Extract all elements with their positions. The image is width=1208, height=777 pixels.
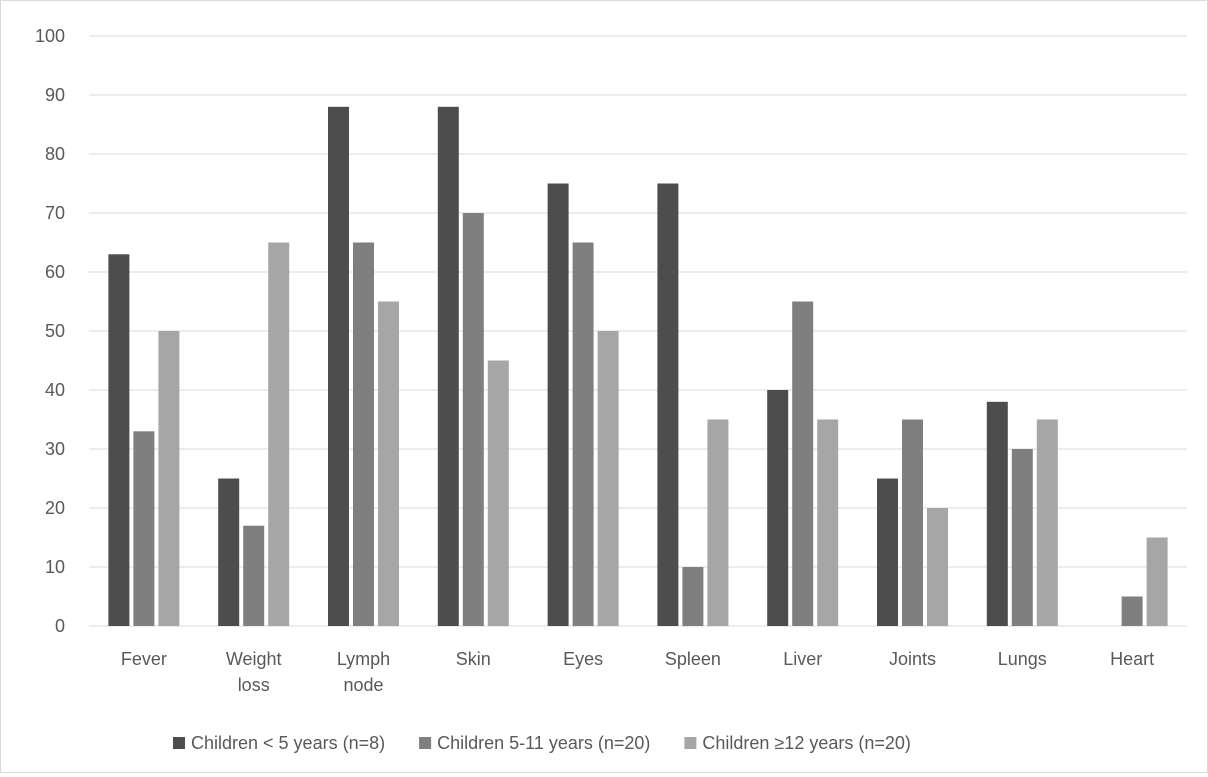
bar — [902, 419, 923, 626]
y-tick-label: 100 — [35, 26, 65, 46]
bar — [547, 183, 569, 626]
bar — [268, 242, 290, 626]
bar — [927, 508, 948, 626]
y-tick-label: 50 — [45, 321, 65, 341]
x-category-label: Lymph — [337, 649, 390, 669]
bar — [1121, 596, 1143, 626]
bar — [1036, 419, 1058, 626]
x-category-label: Fever — [121, 649, 167, 669]
bar — [353, 242, 374, 626]
bar — [218, 478, 240, 626]
y-tick-label: 60 — [45, 262, 65, 282]
y-axis-ticks: 0 10 20 30 40 50 60 70 80 90 100 — [35, 26, 65, 636]
y-tick-label: 40 — [45, 380, 65, 400]
bar — [707, 419, 729, 626]
legend: Children < 5 years (n=8) Children 5-11 ye… — [173, 733, 911, 753]
legend-label: Children ≥12 years (n=20) — [702, 733, 911, 753]
bar — [877, 478, 898, 626]
legend-swatch — [173, 737, 185, 749]
x-category-label: Lungs — [998, 649, 1047, 669]
bar — [108, 254, 130, 627]
y-tick-label: 10 — [45, 557, 65, 577]
y-tick-label: 70 — [45, 203, 65, 223]
bars — [108, 106, 1168, 627]
bar — [1011, 449, 1033, 626]
x-category-label: Skin — [456, 649, 491, 669]
legend-swatch — [684, 737, 697, 749]
x-category-label: Eyes — [563, 649, 603, 669]
x-category-label: Joints — [889, 649, 936, 669]
bar — [243, 525, 265, 626]
bar — [572, 242, 594, 626]
bar — [597, 331, 619, 626]
bar — [328, 106, 349, 627]
x-category-label: loss — [238, 675, 270, 695]
x-category-label: Weight — [226, 649, 282, 669]
y-tick-label: 0 — [55, 616, 65, 636]
y-tick-label: 80 — [45, 144, 65, 164]
bar — [986, 401, 1008, 626]
bar — [378, 301, 399, 626]
bar — [817, 419, 839, 626]
bar — [462, 213, 484, 626]
bar — [158, 331, 180, 626]
legend-label: Children 5-11 years (n=20) — [437, 733, 650, 753]
bar — [133, 431, 155, 626]
y-tick-label: 20 — [45, 498, 65, 518]
bar — [487, 360, 509, 626]
x-category-label: Spleen — [665, 649, 721, 669]
x-category-label: node — [343, 675, 383, 695]
bar — [657, 183, 679, 626]
x-category-label: Liver — [783, 649, 822, 669]
y-tick-label: 30 — [45, 439, 65, 459]
y-tick-label: 90 — [45, 85, 65, 105]
legend-swatch — [419, 737, 432, 749]
x-axis-labels: Fever Weight loss Lymph node Skin Eyes Spleen Li… — [121, 649, 1154, 695]
bar — [437, 106, 459, 627]
x-category-label: Heart — [1110, 649, 1154, 669]
bar — [1146, 537, 1168, 626]
bar — [767, 390, 789, 626]
bar — [682, 567, 704, 626]
legend-label: Children < 5 years (n=8) — [191, 733, 385, 753]
bar — [792, 301, 814, 626]
